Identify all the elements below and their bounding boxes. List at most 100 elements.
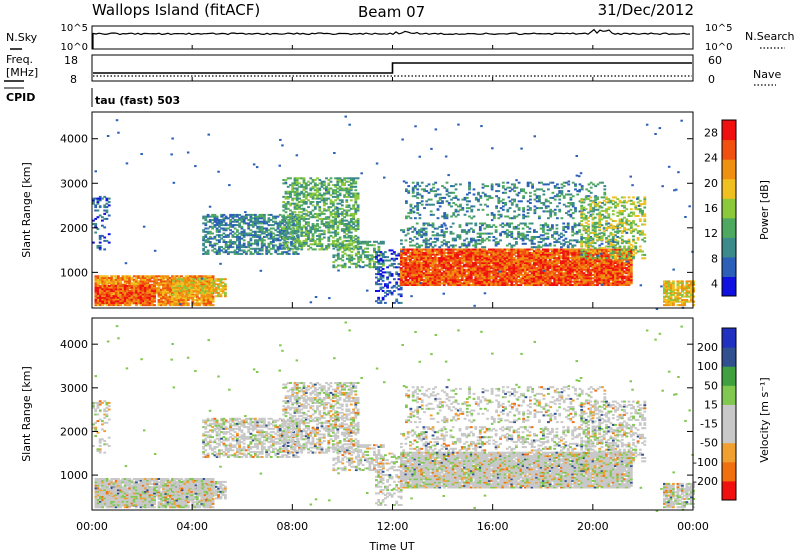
power-cell — [108, 198, 111, 200]
power-cell — [209, 241, 212, 243]
power-cell — [204, 224, 207, 226]
power-cell — [216, 216, 219, 218]
power-cell — [243, 229, 246, 231]
search-tick-bottom: 10^0 — [705, 42, 732, 53]
power-cell — [395, 282, 398, 284]
power-cell — [336, 232, 339, 234]
power-cell — [316, 220, 319, 222]
power-cell — [350, 254, 353, 256]
power-cell — [243, 239, 246, 241]
power-cell — [348, 204, 351, 206]
power-cell — [373, 248, 376, 250]
power-cell — [303, 177, 306, 179]
beam-title: Beam 07 — [358, 3, 425, 21]
power-cell — [323, 237, 326, 239]
power-cell — [344, 263, 347, 265]
power-cell — [377, 255, 380, 257]
sky-tick-top: 10^5 — [61, 23, 88, 34]
power-cell — [316, 223, 319, 225]
power-cell — [106, 218, 109, 220]
power-cell — [103, 196, 106, 198]
power-cell — [289, 177, 292, 179]
power-cell — [298, 240, 301, 242]
power-cell — [400, 302, 403, 304]
power-cell — [307, 184, 310, 186]
power-cell — [357, 204, 360, 206]
power-cell — [393, 263, 396, 265]
power-cell — [263, 239, 266, 241]
cpid-value: tau (fast) 503 — [95, 94, 180, 107]
power-cell — [382, 268, 385, 270]
power-cell — [108, 201, 111, 203]
power-cell — [204, 246, 207, 248]
power-cell — [348, 266, 351, 268]
power-cell — [296, 228, 299, 230]
power-cell — [94, 223, 97, 225]
freq-tick-bottom: 8 — [70, 73, 77, 86]
cpid-label: CPID — [6, 91, 35, 104]
sky-label: N.Sky — [6, 31, 38, 44]
power-cell — [312, 201, 315, 203]
power-cell — [209, 236, 212, 238]
power-cell — [291, 235, 294, 237]
search-tick-top: 10^5 — [705, 23, 732, 34]
power-cell — [382, 280, 385, 282]
power-cell — [366, 248, 369, 250]
power-cell — [225, 222, 228, 224]
power-cell — [224, 283, 227, 285]
power-cell — [103, 237, 106, 239]
power-cell — [341, 241, 344, 243]
power-cell — [327, 184, 330, 186]
nave-tick-top: 60 — [708, 54, 722, 67]
power-cell — [389, 282, 392, 284]
freq-tick-top: 18 — [64, 54, 78, 67]
power-cell — [238, 214, 241, 216]
power-cell — [400, 293, 403, 295]
power-cell — [369, 241, 372, 243]
power-cell — [153, 285, 156, 287]
search-label: N.Search — [745, 30, 795, 43]
power-cell — [261, 246, 264, 248]
power-cell — [294, 211, 297, 213]
power-cell — [101, 220, 104, 222]
power-cell — [336, 228, 339, 230]
power-cell — [393, 290, 396, 292]
power-cell — [330, 206, 333, 208]
power-cell — [373, 244, 376, 246]
power-cell — [353, 258, 356, 260]
power-cell — [350, 248, 353, 250]
power-cell — [382, 241, 385, 243]
power-cell — [366, 251, 369, 253]
sky-trace — [93, 30, 690, 49]
power-cell — [307, 221, 310, 223]
power-cell — [297, 253, 300, 255]
power-cell — [279, 224, 282, 226]
power-cell — [318, 206, 321, 208]
power-cell — [332, 248, 335, 250]
power-cell — [378, 246, 381, 248]
power-cell — [195, 294, 198, 296]
power-cells — [92, 116, 695, 310]
power-cell — [357, 228, 360, 230]
power-cell — [391, 249, 394, 251]
power-cell — [314, 182, 317, 184]
power-cell — [250, 238, 253, 240]
power-cell — [187, 302, 190, 304]
power-cell — [282, 226, 285, 228]
power-cell — [377, 297, 380, 299]
power-cell — [350, 232, 353, 234]
power-cell — [325, 203, 328, 205]
power-cell — [106, 210, 109, 212]
power-cell — [391, 273, 394, 275]
power-cell — [314, 206, 317, 208]
power-cell — [101, 198, 104, 200]
power-cell — [99, 245, 102, 247]
power-cell — [398, 273, 401, 275]
power-cell — [357, 220, 360, 222]
power-cell — [323, 230, 326, 232]
power-cell — [380, 283, 383, 285]
power-cell — [357, 251, 360, 253]
power-cell — [386, 256, 389, 258]
power-cell — [395, 258, 398, 260]
